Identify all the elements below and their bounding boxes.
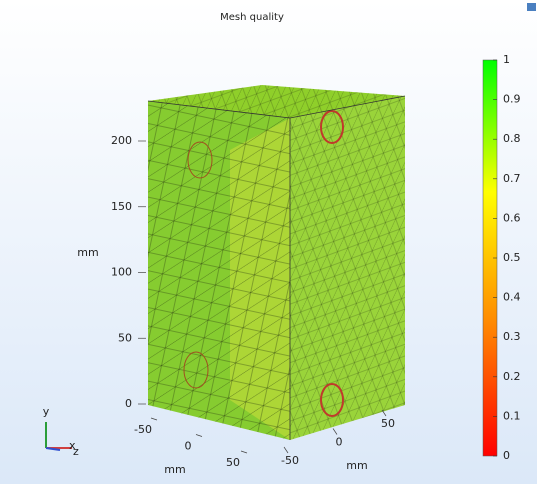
colorbar-tick-label: 0.6 [503, 211, 521, 224]
colorbar-tick-label: 1 [503, 53, 510, 66]
x-tick-label: 50 [226, 456, 240, 469]
triad-y-label: y [43, 405, 50, 418]
y-tick-label: 0 [125, 397, 132, 410]
colorbar-tick-label: 0.4 [503, 291, 521, 304]
hole [183, 351, 209, 389]
colorbar-tick-label: 0.7 [503, 172, 521, 185]
y-tick-label: 100 [111, 266, 132, 279]
colorbar-tick-label: 0.8 [503, 132, 521, 145]
z-axis-label: mm [346, 459, 367, 472]
z-tick [381, 409, 387, 417]
triad-z [45, 447, 61, 451]
colorbar-tick-label: 0.5 [503, 251, 521, 264]
colorbar-tick-label: 0.9 [503, 93, 521, 106]
colorbar-tick-label: 0 [503, 449, 510, 462]
y-tick-label: 150 [111, 200, 132, 213]
z-tick [283, 446, 289, 454]
x-tick [195, 434, 203, 437]
colorbar-tick-label: 0.3 [503, 330, 521, 343]
z-tick-label: -50 [281, 454, 299, 467]
y-axis-label: mm [77, 246, 98, 259]
x-axis-label: mm [164, 463, 185, 476]
left-mesh [148, 101, 290, 440]
mesh-body [147, 85, 406, 440]
colorbar-tick-label: 0.1 [503, 409, 521, 422]
z-tick [332, 428, 338, 435]
x-tick [150, 417, 158, 421]
hole [320, 383, 344, 417]
chart-title: Mesh quality [220, 12, 284, 23]
triad-x-label: x [69, 439, 76, 452]
toolbar-icon[interactable] [527, 3, 536, 11]
triad: y x z [43, 405, 79, 458]
top-mesh [148, 85, 405, 118]
x-tick-label: 0 [185, 440, 192, 453]
y-tick-label: 50 [118, 331, 132, 344]
triad-z-label: z [73, 445, 79, 458]
colorbar-tick-label: 0.2 [503, 370, 521, 383]
x-tick-label: -50 [134, 423, 152, 436]
y-tick-label: 200 [111, 134, 132, 147]
z-tick-label: 0 [336, 436, 343, 449]
hole [320, 110, 344, 144]
z-tick-label: 50 [381, 417, 395, 430]
hole [187, 141, 213, 179]
right-mesh [290, 96, 405, 440]
x-tick [240, 450, 248, 454]
